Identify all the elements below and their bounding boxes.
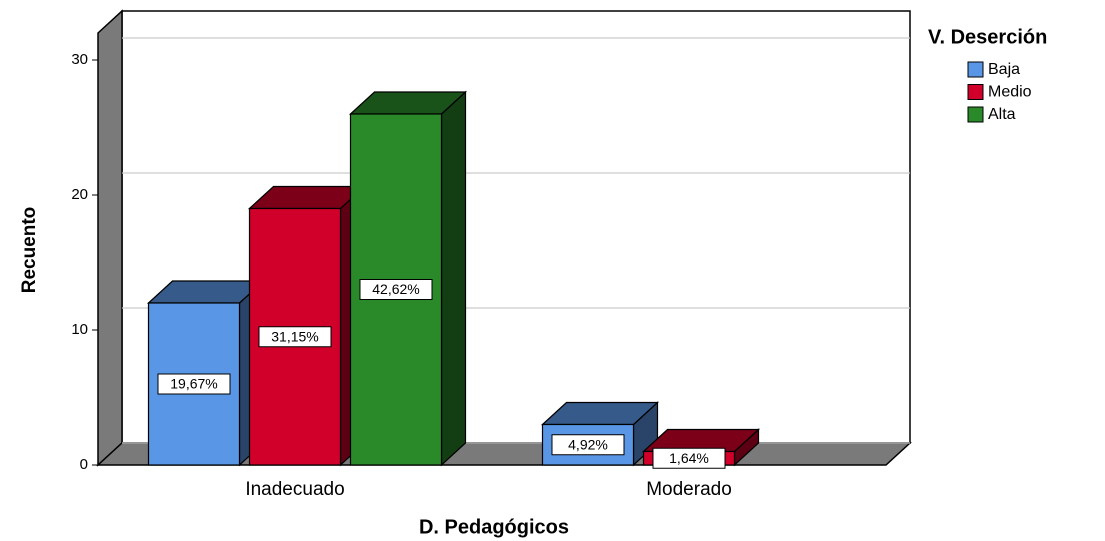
legend-label: Medio	[988, 84, 1032, 101]
legend-title: V. Deserción	[928, 26, 1047, 48]
bar	[146, 279, 266, 467]
data-label-box	[652, 447, 726, 469]
left-wall	[97, 9, 123, 467]
y-tick-label: 30	[71, 51, 88, 68]
x-axis-title: D. Pedagógicos	[419, 516, 569, 538]
legend-label: Alta	[988, 106, 1016, 123]
data-label: 19,67%	[170, 376, 217, 392]
bar-side	[440, 90, 467, 467]
legend-swatch	[967, 61, 984, 78]
y-tick-label: 10	[71, 321, 88, 338]
data-label-box	[258, 326, 332, 348]
data-label-box	[359, 279, 433, 300]
data-label: 31,15%	[271, 328, 318, 344]
data-label: 4,92%	[568, 436, 608, 452]
data-label: 1,64%	[669, 450, 709, 466]
y-tick-label: 20	[71, 186, 88, 203]
bar	[247, 185, 367, 467]
y-axis-title: Recuento	[19, 207, 40, 294]
y-tick-label: 0	[80, 456, 88, 473]
legend-swatch	[967, 84, 984, 100]
legend-label: Baja	[988, 61, 1020, 78]
bar	[540, 401, 660, 467]
x-tick-label: Inadecuado	[245, 479, 344, 500]
x-tick-label: Moderado	[646, 479, 732, 500]
data-label-box	[551, 434, 625, 456]
legend-swatch	[967, 106, 984, 123]
data-label-box	[157, 373, 231, 395]
bar	[348, 90, 468, 467]
data-label: 42,62%	[372, 281, 419, 297]
